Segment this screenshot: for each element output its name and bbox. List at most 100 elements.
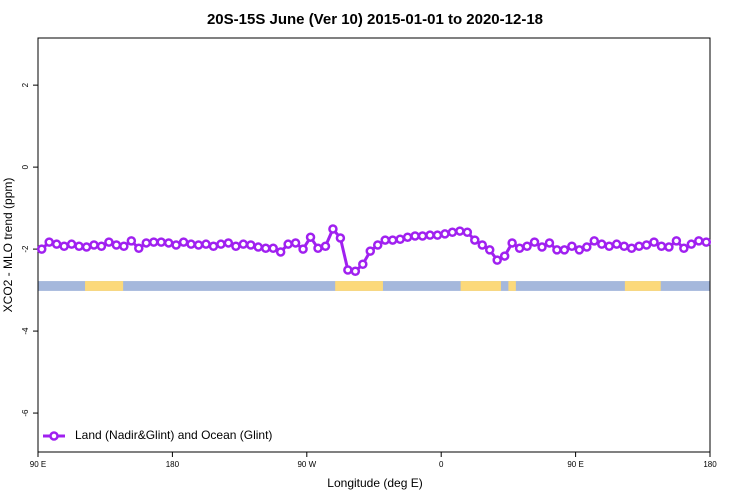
- point: [231, 241, 241, 251]
- point: [447, 227, 458, 238]
- point: [694, 236, 704, 246]
- x-tick-label: 90 E: [30, 460, 46, 469]
- point: [671, 236, 682, 246]
- point: [440, 229, 450, 239]
- point: [350, 266, 361, 276]
- point: [216, 239, 226, 249]
- point: [365, 246, 376, 256]
- point: [552, 245, 562, 255]
- point: [119, 241, 129, 251]
- point: [455, 226, 465, 236]
- point: [320, 241, 331, 251]
- point: [686, 239, 697, 249]
- point: [402, 232, 413, 242]
- point: [641, 240, 652, 250]
- point: [156, 237, 166, 247]
- point: [343, 265, 353, 275]
- land-band: [85, 281, 124, 291]
- x-tick-label: 90 E: [567, 460, 583, 469]
- point: [275, 247, 286, 257]
- point: [611, 239, 622, 249]
- point: [81, 242, 92, 252]
- point: [66, 239, 77, 249]
- point: [567, 241, 577, 251]
- point: [649, 237, 659, 247]
- point: [283, 239, 293, 249]
- point: [59, 241, 69, 251]
- land-band: [508, 281, 516, 291]
- x-tick-label: 180: [166, 460, 180, 469]
- point: [619, 241, 629, 251]
- point: [74, 241, 84, 251]
- point: [701, 237, 712, 247]
- point: [529, 237, 540, 247]
- point: [163, 238, 174, 248]
- point: [462, 227, 473, 238]
- point: [313, 243, 323, 254]
- point: [96, 241, 107, 251]
- point: [268, 243, 278, 254]
- point: [44, 237, 54, 247]
- point: [89, 240, 99, 250]
- point: [507, 238, 517, 248]
- land-band: [624, 281, 661, 291]
- point: [589, 236, 600, 246]
- point: [656, 241, 667, 251]
- point: [477, 240, 488, 250]
- point: [679, 243, 689, 254]
- point: [395, 234, 405, 245]
- legend-marker: [49, 431, 59, 441]
- point: [634, 241, 644, 251]
- point: [328, 224, 338, 234]
- point: [305, 232, 316, 242]
- y-axis-label: XCO2 - MLO trend (ppm): [1, 178, 15, 313]
- point: [358, 259, 368, 270]
- point: [186, 239, 196, 249]
- point: [417, 231, 428, 241]
- x-axis-label: Longitude (deg E): [327, 476, 422, 490]
- land-band: [335, 281, 383, 291]
- point: [201, 239, 211, 249]
- point: [290, 238, 301, 248]
- point: [178, 237, 189, 247]
- legend-label: Land (Nadir&Glint) and Ocean (Glint): [75, 428, 272, 442]
- point: [246, 240, 256, 250]
- point: [111, 240, 122, 250]
- point: [126, 236, 137, 246]
- point: [223, 238, 234, 248]
- point: [470, 235, 480, 245]
- point: [582, 242, 592, 252]
- point: [484, 245, 495, 255]
- land-band: [460, 281, 501, 291]
- point: [208, 241, 219, 251]
- point: [238, 239, 249, 249]
- point: [335, 233, 346, 243]
- point: [380, 235, 390, 245]
- point: [432, 230, 443, 240]
- point: [260, 243, 271, 254]
- point: [36, 244, 47, 254]
- point: [604, 241, 614, 251]
- x-tick-label: 0: [439, 460, 444, 469]
- point: [492, 255, 502, 265]
- point: [298, 244, 308, 254]
- x-tick-label: 90 W: [297, 460, 316, 469]
- point: [425, 230, 435, 240]
- point: [559, 245, 570, 255]
- point: [104, 237, 114, 247]
- point: [171, 240, 181, 250]
- point: [193, 240, 204, 250]
- point: [596, 239, 607, 249]
- x-tick-label: 180: [703, 460, 717, 469]
- point: [626, 243, 637, 254]
- y-tick-label: -6: [21, 409, 30, 417]
- point: [253, 242, 264, 252]
- point: [664, 242, 674, 252]
- y-tick-label: -2: [21, 245, 30, 253]
- point: [410, 231, 420, 241]
- point: [387, 235, 398, 245]
- point: [544, 238, 555, 248]
- point: [574, 245, 585, 255]
- y-tick-label: 0: [21, 164, 30, 169]
